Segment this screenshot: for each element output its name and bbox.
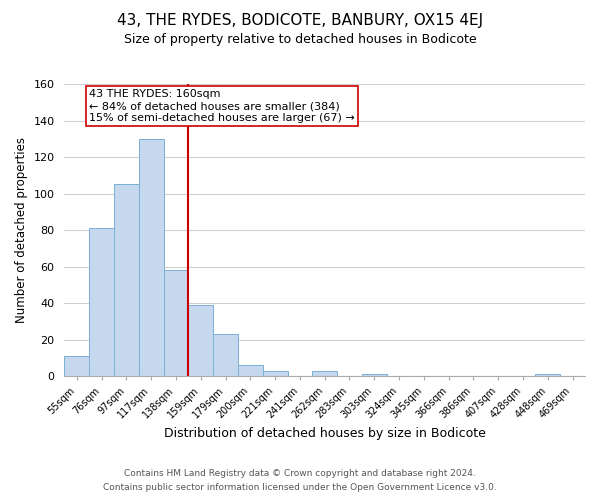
Bar (139, 139, 164, 376)
Y-axis label: Number of detached properties: Number of detached properties (15, 137, 28, 323)
Bar (263, 370, 287, 376)
Text: 43, THE RYDES, BODICOTE, BANBURY, OX15 4EJ: 43, THE RYDES, BODICOTE, BANBURY, OX15 4… (117, 12, 483, 28)
Text: Size of property relative to detached houses in Bodicote: Size of property relative to detached ho… (124, 32, 476, 46)
Bar (89, 228, 114, 376)
Text: Contains HM Land Registry data © Crown copyright and database right 2024.: Contains HM Land Registry data © Crown c… (124, 468, 476, 477)
Text: 43 THE RYDES: 160sqm
← 84% of detached houses are smaller (384)
15% of semi-deta: 43 THE RYDES: 160sqm ← 84% of detached h… (89, 90, 355, 122)
Bar (362, 374, 386, 376)
Bar (238, 365, 263, 376)
X-axis label: Distribution of detached houses by size in Bodicote: Distribution of detached houses by size … (164, 427, 485, 440)
Bar (114, 184, 139, 376)
Bar (64, 356, 89, 376)
Bar (164, 270, 188, 376)
Text: Contains public sector information licensed under the Open Government Licence v3: Contains public sector information licen… (103, 484, 497, 492)
Bar (313, 370, 337, 376)
Bar (535, 374, 560, 376)
Bar (188, 305, 213, 376)
Bar (213, 334, 238, 376)
